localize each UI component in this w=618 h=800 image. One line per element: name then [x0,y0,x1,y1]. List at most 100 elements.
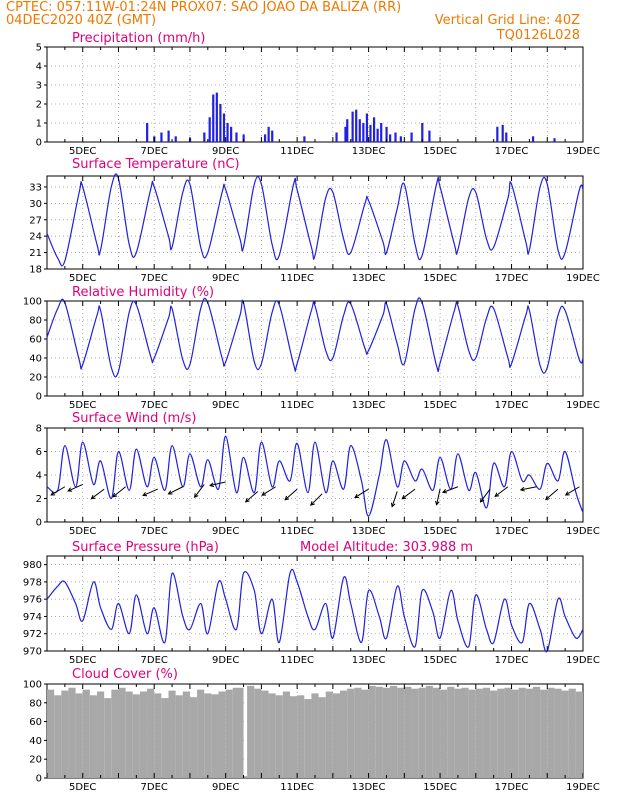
series-line [46,173,584,267]
cloud-cover-bar [243,776,248,778]
wind-arrow [168,486,184,495]
cloud-cover-bar [104,698,112,778]
x-tick-label: 5DEC [69,782,96,793]
y-tick-label: 2 [36,100,42,111]
x-tick-label: 7DEC [141,526,168,537]
cloud-cover-bar [154,693,162,778]
wind-arrow-head [354,493,360,499]
cloud-cover-bar [468,689,476,778]
y-tick-label: 978 [23,577,42,588]
x-tick-label: 17DEC [495,400,529,411]
y-tick-label: 100 [23,680,42,691]
cloud-cover-bar [454,688,462,778]
cloud-cover-bar [475,688,483,778]
wind-arrow [310,493,323,506]
x-tick-label: 13DEC [352,400,386,411]
wind-arrow [245,491,259,503]
precip-bar [271,130,274,142]
y-tick-label: 20 [29,755,42,766]
y-tick-label: 980 [23,560,42,571]
precip-bar [174,136,177,142]
wind-arrow [391,491,398,507]
x-tick-label: 5DEC [69,526,96,537]
panel-6: 0 20 40 60 80 100 5DEC 7DEC 9DEC 11DEC 13DEC 15DEC 1… [23,667,600,793]
y-tick-label: 40 [29,736,42,747]
wind-arrow [494,486,509,497]
meteogram-panels: 0 1 2 3 4 5 5DEC 7DEC 9DEC 11DEC 13DEC 15DEC 17DEC 19… [23,31,600,793]
panel-title: Precipitation (mm/h) [72,31,205,46]
wind-arrow-head [564,491,570,496]
y-tick-label: 20 [29,373,42,384]
cloud-cover-bar [82,689,90,778]
wind-arrow [50,486,66,496]
wind-arrow-head [167,490,173,495]
cloud-cover-bar [425,685,433,778]
cloud-cover-bar [175,695,183,778]
wind-arrow [545,488,559,500]
cloud-cover-bar [168,690,176,778]
precip-bar [380,123,383,142]
cloud-cover-bar [568,688,576,778]
precip-bar [385,126,388,142]
cloud-cover-bar [490,690,498,778]
y-tick-label: 30 [29,199,42,210]
cloud-cover-bar [289,696,298,778]
cloud-cover-bar [118,687,126,778]
cloud-cover-bar [68,687,76,778]
x-tick-label: 5DEC [69,400,96,411]
precip-bar [496,126,499,142]
y-tick-label: 60 [29,717,42,728]
x-tick-label: 7DEC [141,655,168,666]
x-tick-label: 19DEC [566,526,600,537]
x-tick-label: 15DEC [423,400,457,411]
wind-arrow [142,488,158,496]
x-tick-label: 17DEC [495,146,529,157]
wind-arrow [194,484,205,498]
series-line [46,297,584,378]
wind-arrow-head [519,486,525,492]
wind-arrow-head [244,497,250,503]
cloud-cover-bar [318,697,326,778]
wind-arrow [112,486,126,498]
x-tick-label: 9DEC [212,782,239,793]
wind-arrow-head [435,500,440,506]
cloud-cover-bar [447,686,455,778]
wind-arrow [436,488,441,505]
x-tick-label: 17DEC [495,655,529,666]
wind-arrow-head [479,497,485,503]
x-tick-label: 15DEC [423,146,457,157]
cloud-cover-bar [397,687,405,778]
cloud-cover-bar [47,689,55,778]
x-tick-label: 13DEC [352,526,386,537]
precip-bar [267,126,270,142]
x-tick-label: 19DEC [566,400,600,411]
cloud-cover-bar [497,688,505,778]
wind-arrow-head [494,492,500,497]
cloud-cover-bar [232,687,240,778]
precip-bar [362,123,365,142]
panel-2: 18 21 24 27 30 33 5DEC 7DEC 9DEC 11DEC 13DEC 15DEC 1… [29,157,600,284]
header-run-code: TQ0126L028 [496,28,580,43]
precip-bar [369,124,372,142]
precip-bar [351,111,354,142]
precip-bar [365,113,369,142]
wind-arrow [209,481,226,487]
y-tick-label: 40 [29,354,42,365]
cloud-cover-bar [147,688,155,778]
cloud-cover-bar [361,689,369,778]
cloud-cover-bar [354,687,362,778]
cloud-cover-bar [347,688,355,778]
wind-arrow-head [441,489,447,494]
cloud-cover-bar [575,691,583,778]
precip-bar [344,126,347,142]
cloud-cover-bar [375,686,383,778]
precip-bar [263,134,267,142]
cloud-cover-bar [125,691,133,778]
y-tick-label: 0 [36,774,42,785]
panel-1: 0 1 2 3 4 5 5DEC 7DEC 9DEC 11DEC 13DEC 15DEC 17DEC 19… [36,31,600,157]
cloud-cover-bar [261,690,269,778]
y-tick-label: 972 [23,629,42,640]
wind-arrow-head [401,494,407,500]
y-tick-label: 8 [36,424,42,435]
header-grid-note: Vertical Grid Line: 40Z [435,13,580,28]
